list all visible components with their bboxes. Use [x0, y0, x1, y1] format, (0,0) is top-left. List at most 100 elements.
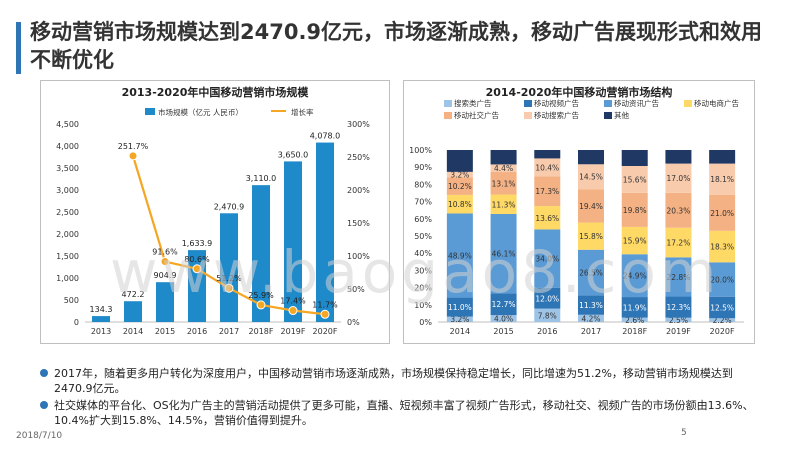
legend-swatch-bar: [145, 108, 155, 115]
legend-label: 移动搜索广告: [534, 110, 579, 120]
segment-value-label: 4.4%: [494, 164, 513, 173]
stacked-bar-segment: [578, 164, 604, 190]
bar: [220, 213, 238, 322]
y-left-tick-label: 2,500: [56, 208, 79, 217]
x-tick-label: 2017: [581, 327, 601, 336]
y-tick-label: 10%: [414, 301, 432, 310]
x-tick-label: 2015: [155, 327, 175, 336]
legend-swatch: [684, 100, 692, 107]
y-right-tick-label: 0%: [347, 318, 360, 327]
stacked-bar-segment: [446, 194, 473, 214]
segment-value-label: 15.6%: [623, 175, 647, 184]
segment-value-label: 11.9%: [623, 303, 647, 312]
stacked-bar-segment: [446, 297, 473, 317]
legend-label: 移动电商广告: [694, 98, 739, 108]
y-tick-label: 90%: [414, 163, 432, 172]
x-tick-label: 2013: [91, 327, 111, 336]
y-tick-label: 60%: [414, 215, 432, 224]
y-tick-label: 80%: [414, 180, 432, 189]
growth-rate-label: 11.7%: [312, 300, 338, 309]
market-structure-chart-panel: 2014-2020年中国移动营销市场结构 搜索类广告 移动视频广告 移动资讯广告 移动…: [403, 80, 755, 344]
y-tick-label: 70%: [414, 198, 432, 207]
segment-value-label: 12.3%: [667, 303, 691, 312]
y-right-tick-label: 50%: [347, 285, 365, 294]
stacked-bar-segment: [709, 150, 736, 164]
x-tick-label: 2015: [493, 327, 513, 336]
x-tick-label: 2019F: [281, 327, 306, 336]
x-tick-label: 2018F: [249, 327, 274, 336]
bar-value-label: 904.9: [154, 271, 177, 280]
legend-label: 移动社交广告: [454, 110, 499, 120]
stacked-bar-segment: [709, 296, 736, 319]
segment-value-label: 3.2%: [450, 171, 469, 180]
legend-swatch: [604, 100, 612, 107]
growth-rate-point: [320, 309, 330, 319]
growth-rate-label: 251.7%: [118, 142, 149, 151]
x-tick-label: 2018F: [622, 327, 647, 336]
stacked-bar-segment: [490, 194, 517, 214]
stacked-bar-segment: [621, 192, 648, 227]
segment-value-label: 4.2%: [581, 314, 600, 323]
x-tick-label: 2017: [219, 327, 239, 336]
stacked-bar-segment: [446, 177, 473, 195]
y-left-tick-label: 1,500: [56, 252, 79, 261]
growth-rate-point: [224, 283, 234, 293]
stacked-bar-segment: [534, 308, 561, 322]
market-structure-chart-title: 2014-2020年中国移动营销市场结构: [485, 86, 673, 99]
stacked-bar-segment: [709, 194, 736, 231]
bar-value-label: 2,470.9: [214, 202, 245, 211]
growth-rate-label: 91.6%: [152, 248, 178, 257]
stacked-bar-segment: [446, 171, 473, 178]
stacked-bar-segment: [665, 257, 692, 297]
segment-value-label: 10.4%: [535, 163, 559, 172]
bar: [124, 301, 142, 322]
y-tick-label: 30%: [414, 266, 432, 275]
market-size-chart-panel: 2013-2020年中国移动营销市场规模 0 500 1,000 1,500 2,000…: [40, 80, 390, 344]
bar-value-label: 1,633.9: [182, 239, 213, 248]
stacked-bar-segment: [534, 229, 561, 288]
segment-value-label: 11.0%: [448, 303, 472, 312]
y-right-tick-label: 200%: [347, 186, 370, 195]
x-tick-label: 2020F: [313, 327, 338, 336]
bar-value-label: 134.3: [90, 305, 113, 314]
legend-swatch: [444, 112, 452, 119]
growth-rate-point: [160, 257, 170, 267]
stacked-bar-segment: [578, 295, 604, 315]
stacked-bar-segment: [665, 150, 692, 164]
y-right-tick-label: 150%: [347, 219, 370, 228]
segment-value-label: 13.1%: [492, 179, 516, 188]
segment-value-label: 20.0%: [710, 276, 734, 285]
stacked-bar-segment: [709, 318, 736, 322]
stacked-bar-segment: [665, 296, 692, 318]
page-title: 移动营销市场规模达到2470.9亿元，市场逐渐成熟，移动广告展现形式和效用不断优…: [30, 20, 763, 72]
stacked-bar-segment: [490, 315, 517, 322]
legend-label: 移动资讯广告: [614, 98, 659, 108]
y-tick-label: 40%: [414, 249, 432, 258]
stacked-bar-segment: [621, 297, 648, 318]
segment-value-label: 7.8%: [538, 311, 557, 320]
segment-value-label: 18.1%: [710, 175, 734, 184]
growth-rate-point: [288, 306, 298, 316]
segment-value-label: 12.7%: [492, 300, 516, 309]
segment-value-label: 11.3%: [579, 301, 603, 310]
stacked-bar-segment: [490, 164, 517, 173]
segment-value-label: 26.5%: [579, 269, 603, 278]
bullet-list: 2017年，随着更多用户转化为深度用户，中国移动营销市场逐渐成熟，市场规模保持稳…: [40, 366, 770, 430]
segment-value-label: 10.8%: [448, 200, 472, 209]
bullet-item: 2017年，随着更多用户转化为深度用户，中国移动营销市场逐渐成熟，市场规模保持稳…: [40, 366, 770, 396]
stacked-bar-segment: [446, 316, 473, 322]
stacked-bar-segment: [578, 150, 604, 165]
stacked-bar-segment: [621, 254, 648, 298]
growth-rate-point: [128, 151, 138, 161]
segment-value-label: 12.0%: [535, 294, 559, 303]
segment-value-label: 2.2%: [713, 316, 732, 325]
segment-value-label: 2.5%: [669, 316, 688, 325]
title-accent-bar: [16, 22, 21, 74]
segment-value-label: 17.2%: [667, 239, 691, 248]
segment-value-label: 46.1%: [492, 250, 516, 259]
stacked-bar-segment: [446, 150, 473, 172]
segment-value-label: 17.3%: [535, 187, 559, 196]
bar: [92, 316, 110, 322]
y-left-tick-label: 2,000: [56, 230, 79, 239]
x-tick-label: 2014: [123, 327, 143, 336]
